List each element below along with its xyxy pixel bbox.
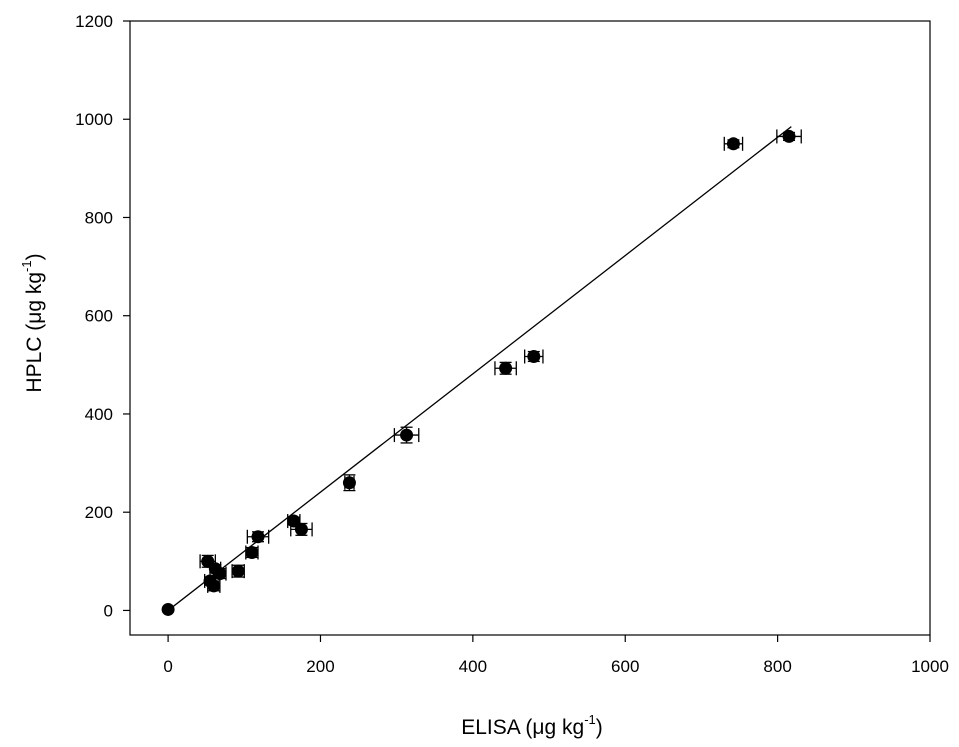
x-tick-label: 0: [163, 657, 172, 676]
data-point-group: [723, 136, 744, 151]
y-tick-label: 600: [85, 307, 113, 326]
x-axis-title: ELISA (μg kg-1): [461, 712, 603, 739]
data-point: [782, 129, 796, 143]
y-axis-title: HPLC (μg kg-1): [19, 253, 46, 392]
x-tick-label: 1000: [911, 657, 949, 676]
data-point-group: [246, 529, 270, 544]
x-axis-title-end: ): [596, 716, 603, 739]
data-point: [245, 545, 259, 559]
data-point: [213, 567, 227, 581]
y-tick-label: 1000: [75, 110, 113, 129]
y-axis-title-main: HPLC (μg kg: [23, 272, 46, 393]
y-tick-label: 400: [85, 405, 113, 424]
data-point-group: [161, 602, 175, 616]
x-axis-ticks: 0 200 400 600 800 1000: [163, 635, 949, 676]
data-point-group: [776, 129, 802, 144]
x-tick-label: 400: [459, 657, 487, 676]
data-point: [499, 361, 513, 375]
y-tick-label: 200: [85, 503, 113, 522]
data-point: [726, 137, 740, 151]
y-axis-ticks: 0 200 400 600 800 1000 1200: [75, 12, 130, 620]
x-tick-label: 800: [763, 657, 791, 676]
data-point-group: [393, 426, 420, 444]
data-point-group: [231, 564, 245, 579]
data-point-group: [524, 349, 544, 364]
data-point-group: [290, 522, 313, 537]
y-tick-label: 0: [104, 601, 113, 620]
data-point: [527, 349, 541, 363]
plot-frame: [129, 20, 931, 636]
y-tick-label: 1200: [75, 12, 113, 31]
data-point-group: [342, 474, 356, 492]
data-point-group: [494, 361, 517, 376]
data-point-group: [245, 545, 259, 560]
data-points-layer: [161, 129, 802, 616]
x-axis-title-sup: -1: [584, 712, 596, 727]
data-point: [251, 530, 265, 544]
x-axis-title-main: ELISA (μg kg: [461, 716, 584, 739]
x-tick-label: 600: [611, 657, 639, 676]
regression-line: [167, 126, 792, 611]
fit-line-layer: [167, 126, 792, 611]
x-tick-label: 200: [306, 657, 334, 676]
data-point: [294, 522, 308, 536]
y-axis-title-sup: -1: [19, 260, 34, 272]
y-axis-title-end: ): [23, 253, 46, 260]
data-point-group: [207, 578, 221, 593]
data-point: [231, 564, 245, 578]
data-point: [207, 579, 221, 593]
data-point: [161, 602, 175, 616]
data-point: [342, 476, 356, 490]
data-point: [400, 428, 414, 442]
y-tick-label: 800: [85, 208, 113, 227]
data-point-group: [213, 566, 227, 581]
